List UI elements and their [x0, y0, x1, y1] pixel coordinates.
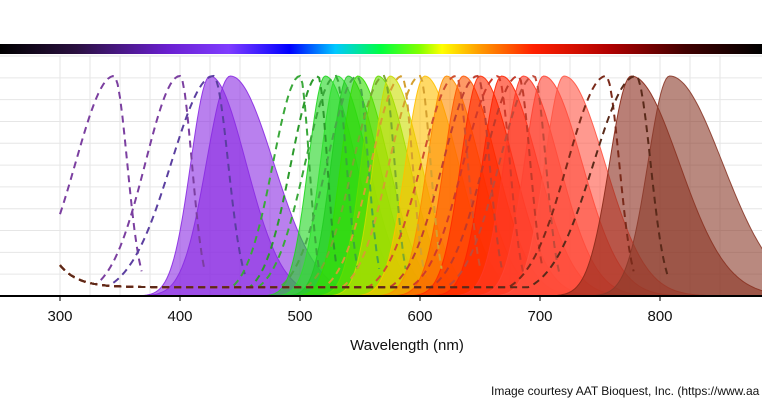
- emission-areas: [122, 75, 762, 297]
- excitation-line-6: [59, 74, 359, 289]
- x-axis: 300 400 500 600 700 800: [0, 295, 762, 325]
- excitation-lines: [59, 74, 669, 289]
- x-tick-label: 500: [287, 308, 312, 325]
- image-credit: Image courtesy AAT Bioquest, Inc. (https…: [491, 384, 760, 398]
- x-tick-label: 300: [47, 308, 72, 325]
- spectrum-color-bar: [0, 44, 762, 54]
- emission-area-18: [572, 75, 762, 297]
- excitation-line-1: [59, 75, 143, 272]
- x-axis-title: Wavelength (nm): [350, 337, 464, 354]
- x-tick-label: 700: [527, 308, 552, 325]
- x-tick-label: 400: [167, 308, 192, 325]
- x-tick-label: 800: [647, 308, 672, 325]
- x-tick-label: 600: [407, 308, 432, 325]
